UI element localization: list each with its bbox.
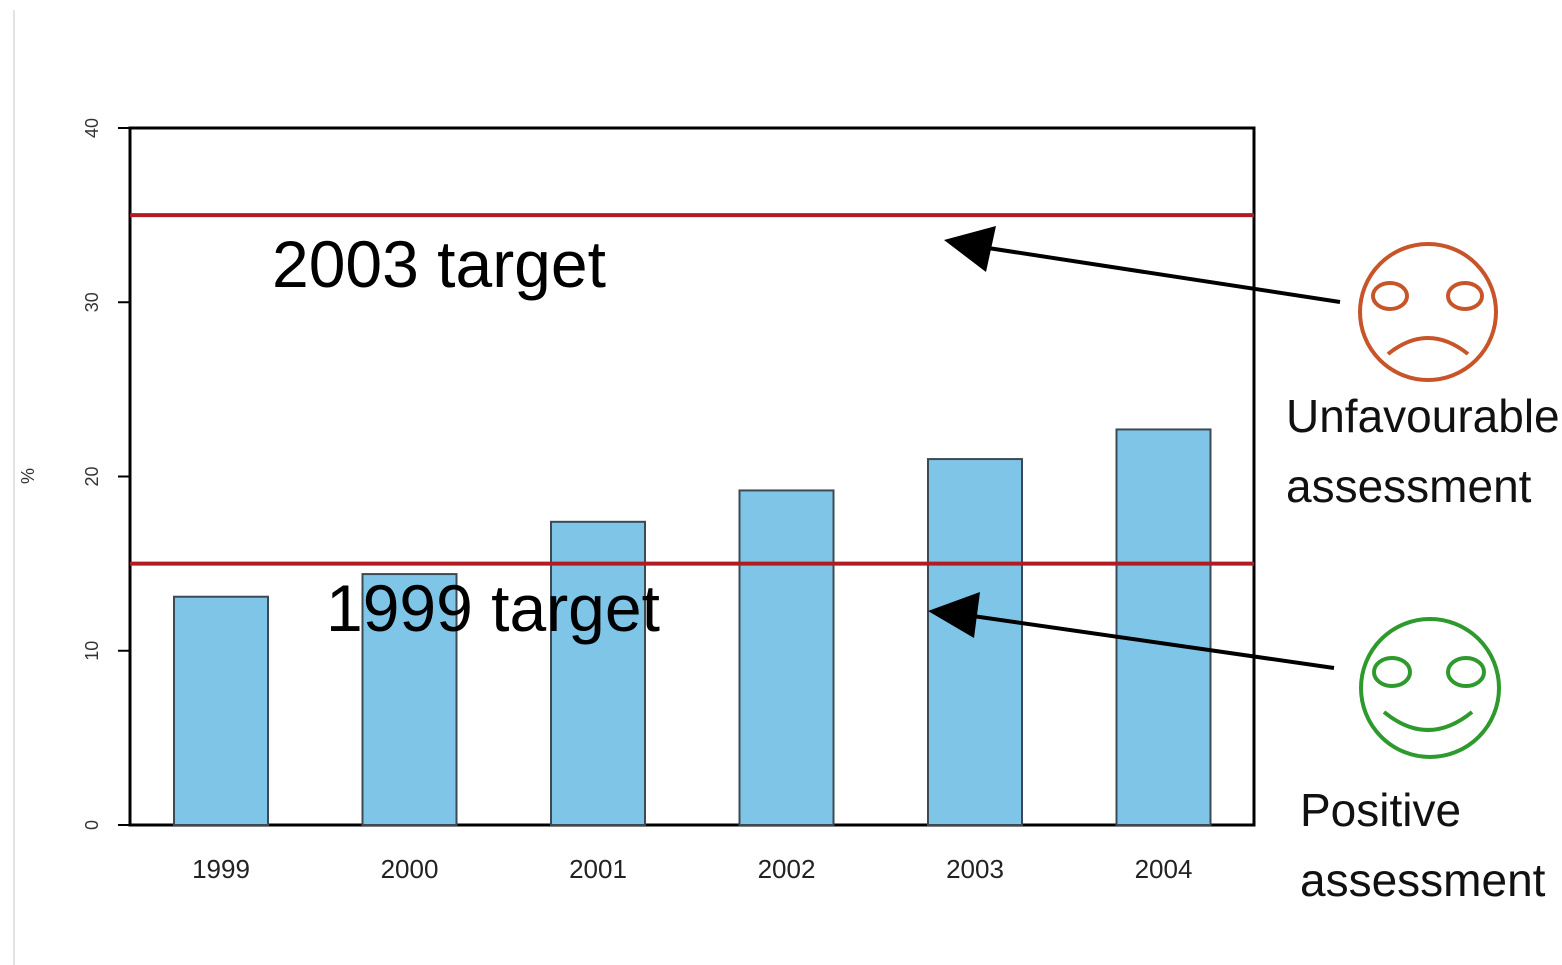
ref-label-2003-target: 2003 target <box>272 227 606 301</box>
y-axis-ticks: 0 10 20 30 40 <box>82 118 130 830</box>
bar-2004 <box>1115 428 1212 826</box>
x-tick-label-1999: 1999 <box>192 854 250 884</box>
arrow-to-2003-target <box>961 242 1341 304</box>
y-tick-label: 20 <box>82 466 102 486</box>
y-axis-label: % <box>18 468 38 484</box>
x-tick-label-2001: 2001 <box>569 854 627 884</box>
x-tick-label-2000: 2000 <box>381 854 439 884</box>
bar-2001 <box>550 520 646 826</box>
unfavourable-label-line1: Unfavourable <box>1286 390 1560 442</box>
x-tick-label-2003: 2003 <box>946 854 1004 884</box>
unfavourable-label-line2: assessment <box>1286 460 1532 512</box>
sad-face-icon <box>1358 242 1498 382</box>
x-axis-labels: 1999 2000 2001 2002 2003 2004 <box>192 854 1192 884</box>
ref-label-1999-target: 1999 target <box>326 571 660 645</box>
x-tick-label-2002: 2002 <box>758 854 816 884</box>
y-tick-label: 30 <box>82 292 102 312</box>
arrowhead-2003 <box>944 226 996 272</box>
bar-2002 <box>738 489 835 826</box>
smiley-face-icon <box>1359 617 1501 759</box>
bar-1999 <box>173 595 269 826</box>
bars-group <box>173 428 1212 827</box>
y-tick-label: 0 <box>82 820 102 830</box>
arrow-to-1999-target <box>951 611 1335 670</box>
reference-lines <box>130 213 1254 566</box>
bar-2000 <box>361 573 458 827</box>
positive-label-line1: Positive <box>1300 784 1461 836</box>
x-tick-label-2004: 2004 <box>1135 854 1193 884</box>
y-tick-label: 40 <box>82 118 102 138</box>
positive-label-line2: assessment <box>1300 854 1546 906</box>
arrowhead-1999 <box>928 592 980 638</box>
y-tick-label: 10 <box>82 641 102 661</box>
bar-2003 <box>927 458 1023 826</box>
